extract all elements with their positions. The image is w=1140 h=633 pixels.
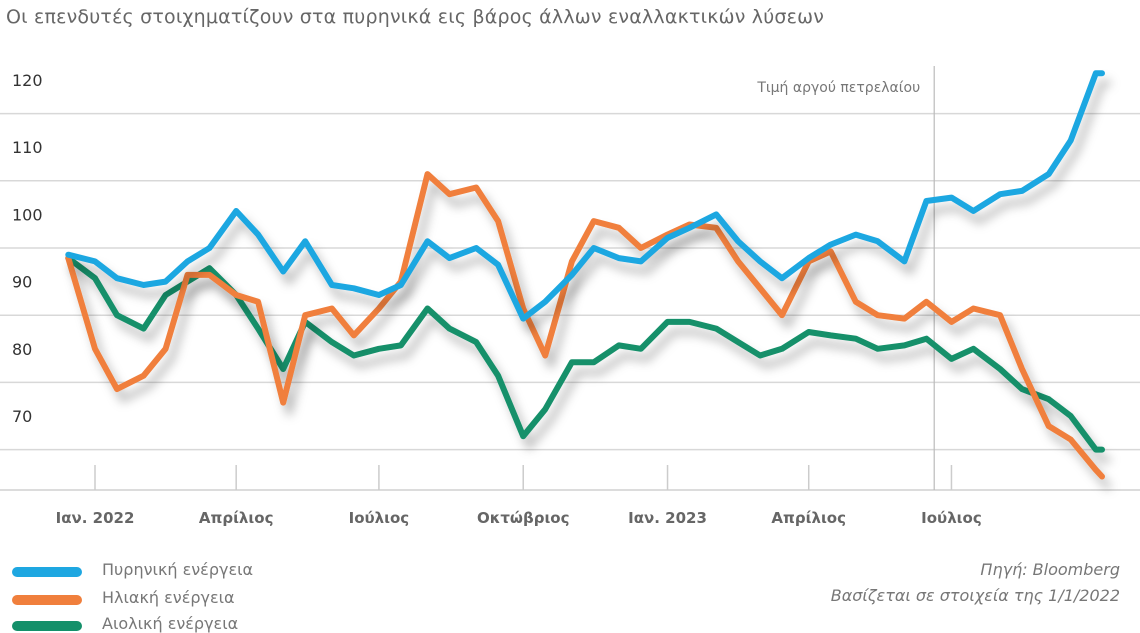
oil-price-annotation: Τιμή αργού πετρελαίου: [756, 80, 920, 96]
legend-label: Πυρηνική ενέργεια: [102, 560, 253, 579]
x-tick-label: Ιαν. 2023: [628, 509, 707, 527]
series-line-1: [68, 174, 1102, 476]
source-note: Πηγή: Bloomberg: [980, 560, 1120, 579]
y-tick-label: 70: [12, 407, 32, 426]
legend-swatch: [12, 621, 82, 631]
line-chart: 120 110 100 90 80 70 Ιαν. 2022 Απρίλιος Ιούλιος…: [0, 0, 1140, 620]
legend-label: Ηλιακή ενέργεια: [102, 588, 235, 607]
y-tick-label: 80: [12, 340, 32, 359]
y-tick-label: 120: [12, 71, 43, 90]
x-tick-label: Ιαν. 2022: [56, 509, 135, 527]
x-tick-label: Ιούλιος: [349, 509, 410, 527]
y-tick-label: 100: [12, 205, 43, 224]
y-tick-label: 90: [12, 273, 32, 292]
legend-swatch: [12, 595, 82, 605]
source-basis-note: Βασίζεται σε στοιχεία της 1/1/2022: [831, 586, 1120, 605]
y-tick-label: 110: [12, 138, 43, 157]
legend-label: Αιολική ενέργεια: [102, 614, 238, 633]
x-tick-label: Απρίλιος: [771, 509, 846, 527]
x-tick-label: Ιούλιος: [921, 509, 982, 527]
x-tick-label: Οκτώβριος: [477, 509, 570, 527]
legend-swatch: [12, 567, 82, 577]
x-tick-label: Απρίλιος: [199, 509, 274, 527]
